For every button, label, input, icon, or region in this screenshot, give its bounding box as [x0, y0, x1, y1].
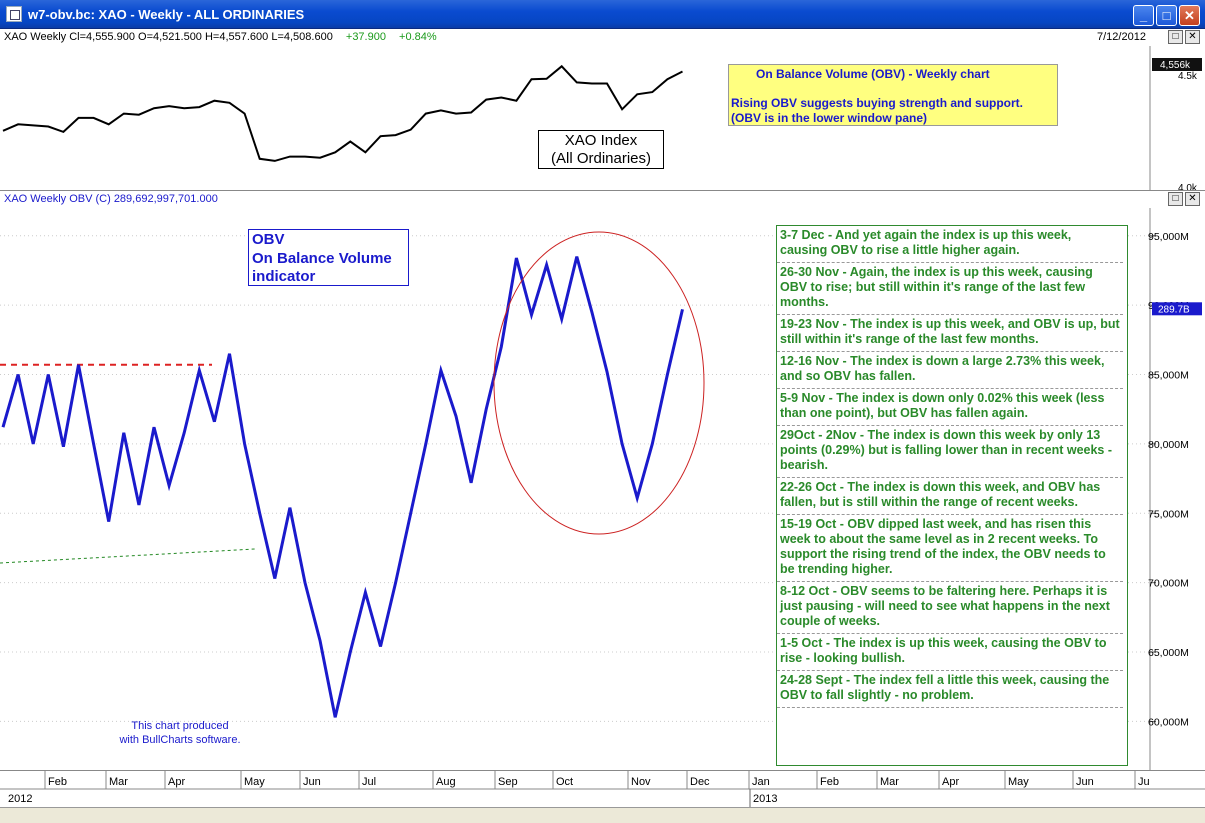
obv-y-tick-label: 65,000M	[1148, 647, 1189, 659]
pane-close-icon[interactable]: ✕	[1185, 192, 1200, 206]
price-date: 7/12/2012	[1097, 31, 1146, 43]
weekly-note: 26-30 Nov - Again, the index is up this …	[777, 263, 1123, 315]
price-last-badge: 4,556k	[1160, 60, 1191, 71]
price-y-tick: 4.0k	[1178, 183, 1198, 191]
weekly-note: 22-26 Oct - The index is down this week,…	[777, 478, 1123, 515]
obv-y-tick-label: 70,000M	[1148, 578, 1189, 590]
pane-restore-icon[interactable]: □	[1168, 192, 1183, 206]
window-titlebar: w7-obv.bc: XAO - Weekly - ALL ORDINARIES…	[0, 0, 1205, 29]
x-month-label: May	[244, 776, 265, 788]
year-label: 2012	[8, 793, 32, 805]
obv-y-tick-label: 75,000M	[1148, 508, 1189, 520]
obv-indicator-label: OBV On Balance Volume indicator	[248, 229, 409, 286]
weekly-notes-box: 3-7 Dec - And yet again the index is up …	[776, 225, 1128, 766]
x-month-label: Jan	[752, 776, 770, 788]
obv-last-badge-bg	[1152, 302, 1202, 316]
weekly-note: 19-23 Nov - The index is up this week, a…	[777, 315, 1123, 352]
weekly-note: 24-28 Sept - The index fell a little thi…	[777, 671, 1123, 708]
x-month-label: Jun	[1076, 776, 1094, 788]
maximize-button[interactable]: □	[1156, 5, 1177, 26]
obv-y-tick-label: 85,000M	[1148, 370, 1189, 382]
x-month-label: Ju	[1138, 776, 1150, 788]
minimize-button[interactable]: _	[1133, 5, 1154, 26]
obv-y-tick-label: 60,000M	[1148, 716, 1189, 728]
x-month-label: Oct	[556, 776, 573, 788]
x-month-label: Feb	[48, 776, 67, 788]
obv-series-line	[1, 256, 684, 718]
obv-last-badge: 289.7B	[1158, 304, 1190, 315]
x-month-label: Apr	[168, 776, 185, 788]
credit-text: This chart produced with BullCharts soft…	[119, 720, 241, 746]
x-month-label: Nov	[631, 776, 651, 788]
x-month-label: Dec	[690, 776, 710, 788]
obv-description-note: On Balance Volume (OBV) - Weekly chart R…	[728, 64, 1058, 126]
price-change: +37.900	[345, 31, 386, 43]
window-title: w7-obv.bc: XAO - Weekly - ALL ORDINARIES	[28, 7, 305, 22]
highlight-ellipse	[493, 231, 705, 535]
x-month-label: Mar	[109, 776, 128, 788]
price-change-pct: +0.84%	[399, 31, 437, 43]
obv-y-tick-label: 95,000M	[1148, 231, 1189, 243]
x-month-label: Apr	[942, 776, 959, 788]
pane-restore-icon[interactable]: □	[1168, 30, 1183, 44]
weekly-note: 12-16 Nov - The index is down a large 2.…	[777, 352, 1123, 389]
price-header-values: XAO Weekly Cl=4,555.900 O=4,521.500 H=4,…	[4, 31, 437, 43]
price-chart: 4.5k 4.0k 4,556k	[2, 46, 1202, 191]
weekly-note: 15-19 Oct - OBV dipped last week, and ha…	[777, 515, 1123, 582]
weekly-note: 1-5 Oct - The index is up this week, cau…	[777, 634, 1123, 671]
obv-pane-header: XAO Weekly OBV (C) 289,692,997,701.000 □…	[0, 191, 1205, 208]
weekly-note: 8-12 Oct - OBV seems to be faltering her…	[777, 582, 1123, 634]
x-month-label: Sep	[498, 776, 518, 788]
weekly-note: 5-9 Nov - The index is down only 0.02% t…	[777, 389, 1123, 426]
close-button[interactable]: ✕	[1179, 5, 1200, 26]
xao-index-label: XAO Index (All Ordinaries)	[538, 130, 664, 169]
pane-close-icon[interactable]: ✕	[1185, 30, 1200, 44]
weekly-note: 3-7 Dec - And yet again the index is up …	[777, 226, 1123, 263]
obv-trend-line	[0, 548, 256, 564]
price-pane-header: XAO Weekly Cl=4,555.900 O=4,521.500 H=4,…	[0, 29, 1205, 46]
price-series-line	[2, 64, 683, 162]
pane-divider[interactable]	[0, 190, 1205, 191]
x-month-label: Jun	[303, 776, 321, 788]
app-icon[interactable]	[6, 6, 22, 22]
x-month-label: Mar	[880, 776, 899, 788]
status-bar	[0, 807, 1205, 823]
x-axis-ticks: Feb Mar Apr May Jun Jul Aug Sep Oct Nov Dec Jan Feb M…	[0, 771, 1205, 808]
weekly-note: 29Oct - 2Nov - The index is down this we…	[777, 426, 1123, 478]
x-month-label: Aug	[436, 776, 456, 788]
x-month-label: May	[1008, 776, 1029, 788]
price-y-tick: 4.5k	[1178, 71, 1198, 82]
obv-header-values: XAO Weekly OBV (C) 289,692,997,701.000	[4, 193, 218, 205]
x-month-label: Jul	[362, 776, 376, 788]
obv-chart: 95,000M90,000M85,000M80,000M75,000M70,00…	[0, 208, 1202, 770]
x-month-label: Feb	[820, 776, 839, 788]
year-label: 2013	[753, 793, 777, 805]
x-axis: Feb Mar Apr May Jun Jul Aug Sep Oct Nov Dec Jan Feb M…	[0, 770, 1205, 808]
obv-y-tick-label: 80,000M	[1148, 439, 1189, 451]
price-last-badge-bg	[1152, 58, 1202, 71]
